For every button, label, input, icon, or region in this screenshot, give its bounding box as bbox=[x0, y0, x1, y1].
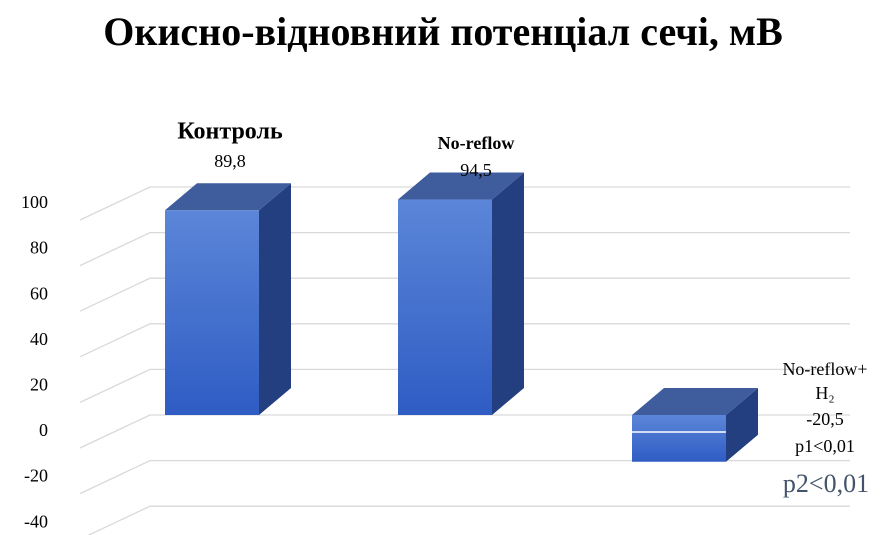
y-tick-label: 100 bbox=[21, 192, 48, 212]
grid-line bbox=[79, 277, 850, 312]
grid-line bbox=[79, 323, 850, 358]
grid-line bbox=[79, 368, 850, 403]
bar-side bbox=[492, 172, 524, 415]
value-label: 89,8 bbox=[214, 151, 246, 171]
y-tick-label: 40 bbox=[30, 329, 48, 349]
annotation: p1<0,01 bbox=[795, 436, 855, 456]
bar-side bbox=[726, 388, 758, 462]
category-label: No-reflow+ H₂ bbox=[782, 359, 868, 403]
y-tick-label: 60 bbox=[30, 283, 48, 303]
grid-line bbox=[79, 414, 850, 449]
bar-top bbox=[398, 172, 524, 200]
bar-top bbox=[632, 388, 758, 415]
y-tick-label: 20 bbox=[30, 375, 48, 395]
bar-side bbox=[259, 183, 291, 415]
y-tick-label: -40 bbox=[24, 511, 48, 531]
y-tick-label: 0 bbox=[39, 420, 48, 440]
bar-top bbox=[165, 183, 291, 211]
grid-line bbox=[79, 231, 850, 267]
category-label: Контроль bbox=[177, 119, 283, 145]
value-label: 94,5 bbox=[460, 160, 492, 180]
bar bbox=[398, 199, 492, 415]
category-label: No-reflow bbox=[438, 133, 515, 153]
bar bbox=[165, 210, 259, 415]
bar bbox=[632, 415, 726, 462]
y-tick-label: -20 bbox=[24, 466, 48, 486]
annotation: p2<0,01 bbox=[783, 469, 869, 498]
grid-line bbox=[79, 186, 850, 221]
grid-line bbox=[87, 505, 850, 535]
y-tick-label: 80 bbox=[30, 238, 48, 258]
chart-title: Окисно-відновний потенціал сечі, мВ bbox=[103, 9, 783, 54]
grid-line bbox=[79, 459, 850, 495]
value-label: -20,5 bbox=[806, 409, 844, 429]
